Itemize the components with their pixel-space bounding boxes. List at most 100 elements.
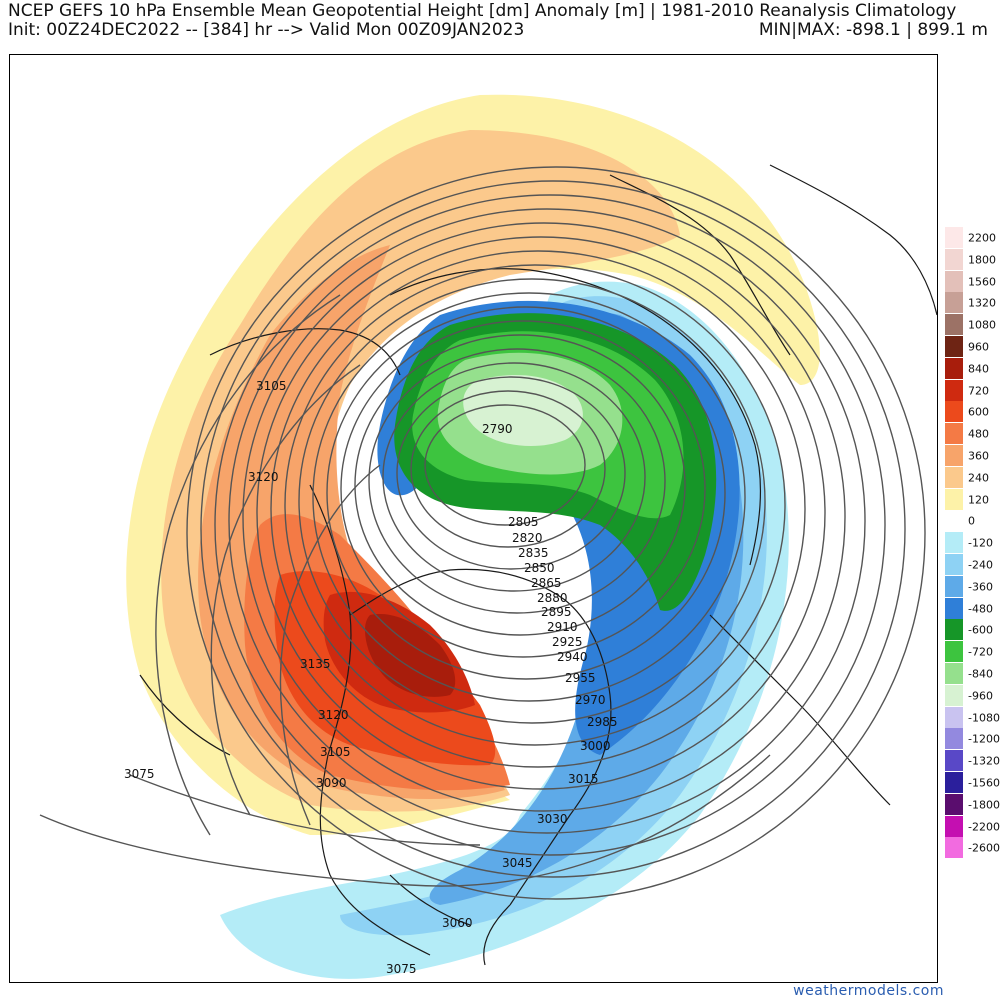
contour-label: 2955: [565, 671, 596, 685]
height-contour-line: [214, 194, 886, 856]
colorbar-swatch: [945, 728, 963, 750]
contour-label: 2940: [557, 650, 588, 664]
colorbar-label: -1320: [968, 754, 1000, 768]
contour-label: 3120: [318, 708, 349, 722]
colorbar-swatch: [945, 488, 963, 510]
colorbar-swatch: [945, 837, 963, 859]
contour-label: 2790: [482, 422, 513, 436]
colorbar-label: -120: [968, 536, 993, 550]
colorbar-label: -720: [968, 645, 993, 659]
contour-label: 3045: [502, 856, 533, 870]
colorbar-swatch: [945, 532, 963, 554]
colorbar-swatch: [945, 706, 963, 728]
height-contour-line: [279, 464, 381, 826]
map-title: NCEP GEFS 10 hPa Ensemble Mean Geopotent…: [8, 1, 957, 21]
contour-label: 2910: [547, 620, 578, 634]
height-contour-line: [326, 306, 726, 680]
colorbar-label: 720: [968, 384, 989, 397]
colorbar-label: -1800: [968, 798, 1000, 812]
map-panel: 2790 2805 2820 2835 2850 2865 2880 2895 …: [9, 54, 938, 983]
height-contour-line: [396, 376, 626, 570]
contour-label: 2835: [518, 546, 549, 560]
colorbar-swatch: [945, 357, 963, 379]
contour-label: 2880: [537, 591, 568, 605]
colorbar-swatch: [945, 597, 963, 619]
init-valid-line: Init: 00Z24DEC2022 -- [384] hr --> Valid…: [8, 20, 525, 40]
colorbar-label: -480: [968, 602, 993, 615]
height-contour-line: [368, 348, 666, 614]
colorbar-label: -1200: [968, 732, 1000, 746]
colorbar-label: -240: [968, 558, 993, 572]
contour-label: 2985: [587, 715, 618, 729]
contour-label: 2970: [575, 693, 606, 707]
contour-label: 2820: [512, 531, 543, 545]
height-contour-line: [228, 208, 866, 834]
colorbar-label: 360: [968, 449, 989, 463]
height-contour-line: [155, 294, 341, 836]
contour-label: 3000: [580, 739, 611, 753]
anomaly-fill-neg960: [463, 375, 583, 447]
colorbar-swatch: [945, 292, 963, 314]
contour-label: 2850: [524, 561, 555, 575]
colorbar-swatch: [945, 227, 963, 248]
colorbar-label: -840: [968, 667, 993, 681]
colorbar-swatch: [945, 510, 963, 532]
contour-label: 3090: [316, 776, 347, 790]
height-contour-line: [312, 292, 746, 702]
height-contour-line: [186, 166, 926, 900]
colorbar-label: 1800: [968, 253, 996, 267]
colorbar-label: 1320: [968, 296, 996, 310]
coastlines: [139, 164, 937, 966]
colorbar-swatch: [945, 641, 963, 663]
colorbar-swatch: [945, 793, 963, 815]
contour-label-layer: 2790 2805 2820 2835 2850 2865 2880 2895 …: [124, 379, 618, 976]
colorbar-label: -1080: [968, 711, 1000, 724]
height-contour-line: [382, 362, 646, 592]
height-contour-line: [340, 320, 706, 658]
colorbar-swatch: [945, 270, 963, 292]
colorbar-label: 1080: [968, 318, 996, 332]
colorbar-swatch: [945, 466, 963, 488]
anomaly-map: 2790 2805 2820 2835 2850 2865 2880 2895 …: [10, 55, 937, 982]
contour-label: 2895: [541, 605, 572, 619]
contour-label: 3075: [386, 962, 417, 976]
height-contour-line: [200, 180, 906, 878]
colorbar-label: 600: [968, 405, 989, 419]
colorbar-label: -960: [968, 689, 993, 703]
colorbar-swatch: [945, 423, 963, 445]
colorbar-swatch: [945, 314, 963, 336]
colorbar-label: 960: [968, 340, 989, 354]
colorbar-swatch: [945, 815, 963, 837]
colorbar-label: -1560: [968, 776, 1000, 790]
colorbar-label: 1560: [968, 275, 996, 288]
height-contour-line: [354, 334, 686, 636]
contour-label: 3015: [568, 772, 599, 786]
colorbar-swatch: [945, 750, 963, 772]
height-contour-line: [129, 774, 481, 846]
colorbar-label: -2200: [968, 820, 1000, 833]
anomaly-fill-840: [365, 614, 456, 697]
height-contour-line: [270, 250, 806, 768]
height-contours: [39, 166, 926, 900]
height-contour-line: [210, 364, 361, 816]
contour-label: 3105: [320, 745, 351, 759]
colorbar-swatch: [945, 663, 963, 684]
contour-label: 2925: [552, 635, 583, 649]
height-contour-line: [256, 236, 826, 790]
colorbar-swatch: [945, 401, 963, 423]
min-max-readout: MIN|MAX: -898.1 | 899.1 m: [758, 20, 988, 40]
contour-label: 3105: [256, 379, 287, 393]
colorbar-label: -360: [968, 580, 993, 594]
colorbar-label: -600: [968, 623, 993, 637]
credit-watermark: weathermodels.com: [793, 983, 944, 999]
height-contour-line: [424, 404, 586, 526]
colorbar-label: -2600: [968, 841, 1000, 855]
colorbar-swatch: [945, 248, 963, 270]
colorbar-swatch: [945, 379, 963, 401]
colorbar-label: 0: [968, 514, 975, 528]
height-contour-line: [298, 278, 766, 724]
colorbar-swatch: [945, 684, 963, 706]
contour-label: 3135: [300, 657, 331, 671]
contour-label: 3060: [442, 916, 473, 930]
colorbar-label: 840: [968, 362, 989, 376]
